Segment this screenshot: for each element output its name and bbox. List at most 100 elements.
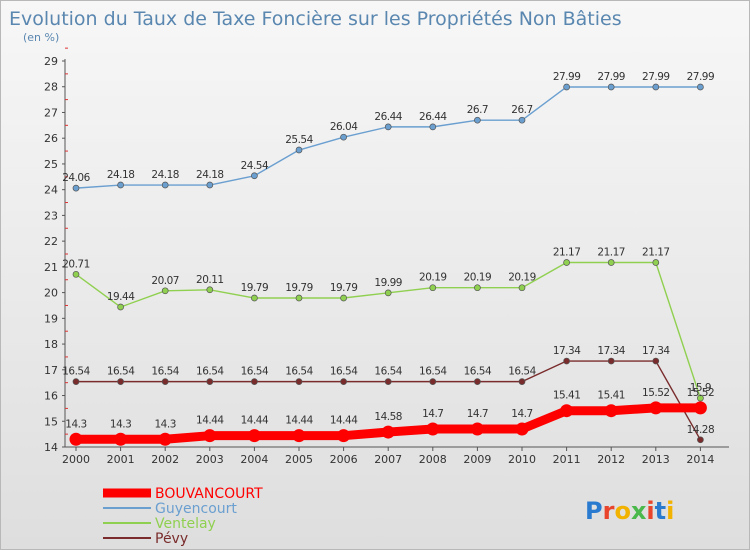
data-point	[117, 181, 124, 189]
data-label: 16.54	[508, 366, 536, 378]
data-point	[72, 270, 80, 278]
data-point	[337, 429, 351, 443]
data-label: 16.54	[196, 366, 224, 378]
data-label: 26.44	[419, 111, 447, 123]
data-point	[518, 284, 526, 292]
chart-series	[69, 83, 707, 446]
data-label: 14.3	[110, 418, 131, 430]
logo-letter: t	[655, 497, 666, 525]
data-label: 14.7	[467, 408, 488, 420]
x-tick-label: 2007	[374, 453, 402, 466]
data-label: 17.34	[642, 345, 670, 357]
data-label: 24.18	[196, 169, 224, 181]
data-point	[563, 83, 570, 91]
data-label: 19.79	[285, 282, 313, 294]
chart-title: Evolution du Taux de Taxe Foncière sur l…	[9, 8, 622, 30]
data-point	[69, 432, 83, 446]
chart-axes: 14 15 16 17 18 19 20 21 22 23 24 25 26 27 28 29 2000 2001…	[44, 47, 729, 466]
data-label: 14.58	[374, 411, 402, 423]
data-label: 19.99	[374, 277, 402, 289]
data-point	[697, 83, 704, 91]
y-tick-label: 21	[44, 261, 58, 274]
data-point	[474, 116, 481, 124]
logo-letter: r	[603, 497, 615, 525]
data-label: 15.9	[690, 382, 711, 394]
data-label: 14.44	[241, 415, 269, 427]
data-point	[72, 184, 80, 192]
x-tick-label: 2010	[508, 453, 536, 466]
legend-label: Ventelay	[155, 516, 216, 532]
data-point	[203, 429, 217, 443]
data-label: 14.7	[422, 408, 443, 420]
legend-label: Guyencourt	[155, 501, 237, 517]
data-point	[697, 436, 704, 444]
data-label: 14.3	[65, 418, 86, 430]
data-label: 16.54	[464, 366, 492, 378]
data-point	[251, 378, 258, 385]
x-tick-label: 2000	[62, 453, 90, 466]
data-point	[247, 429, 261, 443]
data-label: 17.34	[597, 345, 625, 357]
data-label: 21.17	[597, 246, 625, 258]
y-tick-label: 23	[44, 209, 58, 222]
data-label: 24.06	[62, 172, 90, 184]
y-tick-label: 29	[44, 55, 58, 68]
data-label: 20.11	[196, 274, 224, 286]
x-tick-label: 2014	[686, 453, 714, 466]
data-point	[206, 378, 214, 385]
x-tick-label: 2013	[642, 453, 670, 466]
data-point	[117, 303, 124, 311]
data-point	[652, 83, 660, 91]
x-tick-label: 2004	[240, 453, 268, 466]
data-point	[114, 432, 128, 446]
y-tick-label: 24	[44, 184, 58, 197]
data-label: 27.99	[642, 71, 670, 83]
x-tick-label: 2001	[107, 453, 135, 466]
data-point	[206, 286, 214, 294]
y-tick-label: 16	[44, 390, 58, 403]
data-label: 14.44	[285, 415, 313, 427]
data-label: 24.54	[241, 160, 269, 172]
data-label: 27.99	[687, 71, 715, 83]
data-point	[161, 181, 169, 189]
logo-letter: i	[666, 497, 674, 525]
data-label: 21.17	[553, 246, 581, 258]
data-point	[429, 378, 437, 385]
data-point	[384, 378, 392, 385]
x-tick-label: 2008	[419, 453, 447, 466]
data-point	[652, 357, 660, 365]
data-label: 20.07	[151, 275, 179, 287]
y-tick-label: 28	[44, 81, 58, 94]
data-point	[72, 378, 80, 385]
data-point	[381, 425, 395, 439]
proxiti-logo: Proxiti	[585, 497, 674, 525]
data-point	[161, 287, 169, 295]
data-point	[652, 259, 660, 266]
data-label: 14.3	[155, 418, 176, 430]
data-point	[158, 432, 172, 446]
data-point	[161, 378, 169, 385]
data-label: 14.28	[687, 424, 715, 436]
data-label: 16.54	[419, 366, 447, 378]
x-tick-label: 2003	[196, 453, 224, 466]
data-label: 15.52	[687, 387, 715, 399]
data-label: 15.41	[553, 390, 581, 402]
data-point	[518, 116, 526, 124]
data-label: 14.7	[511, 408, 532, 420]
data-point	[474, 378, 481, 385]
data-label: 20.71	[62, 258, 90, 270]
data-label: 16.54	[62, 366, 90, 378]
data-label: 16.54	[285, 366, 313, 378]
legend-label: BOUVANCOURT	[155, 486, 263, 502]
data-label: 16.54	[107, 366, 135, 378]
data-point	[693, 401, 707, 415]
y-tick-label: 14	[44, 441, 58, 454]
data-point	[251, 294, 258, 302]
y-tick-label: 26	[44, 132, 58, 145]
data-point	[117, 378, 124, 385]
y-tick-label: 19	[44, 312, 58, 325]
data-point	[295, 294, 303, 302]
data-label: 24.18	[107, 169, 135, 181]
data-point	[518, 378, 526, 385]
